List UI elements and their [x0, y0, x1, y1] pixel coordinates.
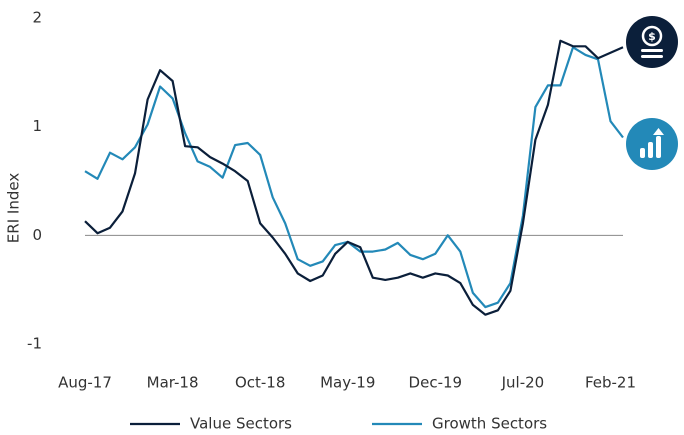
y-tick-label: 1	[32, 117, 42, 135]
y-axis-label: ERI Index	[5, 173, 23, 244]
x-tick-label: Jul-20	[501, 374, 545, 392]
y-tick-label: 2	[32, 9, 42, 27]
y-tick-label: -1	[27, 335, 42, 353]
x-tick-label: Mar-18	[147, 374, 199, 392]
x-tick-label: Oct-18	[235, 374, 285, 392]
series-line	[84, 39, 624, 316]
growth-icon	[626, 118, 678, 170]
x-tick-label: May-19	[320, 374, 375, 392]
value-icon: $	[626, 16, 678, 68]
legend-label: Value Sectors	[190, 415, 292, 433]
x-tick-label: Feb-21	[585, 374, 636, 392]
x-tick-label: Aug-17	[58, 374, 112, 392]
legend-label: Growth Sectors	[432, 415, 547, 433]
series-line	[84, 46, 624, 309]
svg-text:$: $	[648, 30, 656, 43]
y-tick-label: 0	[32, 226, 42, 244]
x-tick-label: Dec-19	[409, 374, 463, 392]
